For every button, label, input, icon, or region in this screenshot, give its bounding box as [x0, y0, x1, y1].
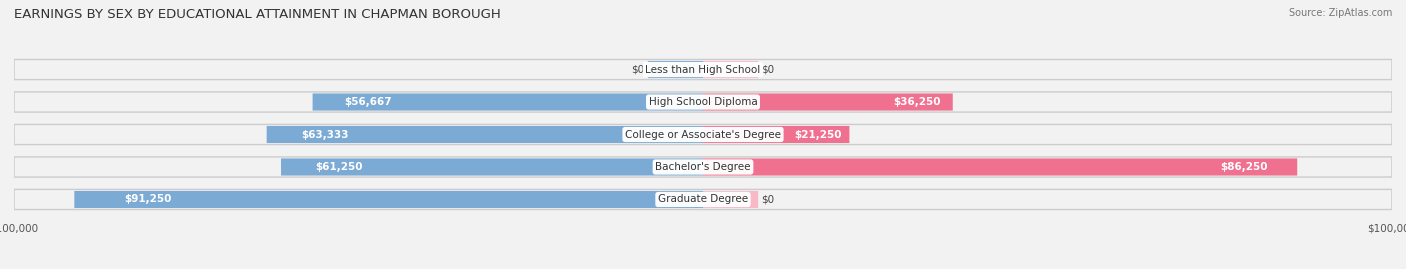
FancyBboxPatch shape [14, 157, 1392, 177]
Text: High School Diploma: High School Diploma [648, 97, 758, 107]
Text: College or Associate's Degree: College or Associate's Degree [626, 129, 780, 140]
Text: $86,250: $86,250 [1220, 162, 1267, 172]
Text: $0: $0 [762, 65, 775, 75]
Text: Bachelor's Degree: Bachelor's Degree [655, 162, 751, 172]
Text: $36,250: $36,250 [893, 97, 941, 107]
Text: $56,667: $56,667 [344, 97, 391, 107]
Text: $0: $0 [762, 194, 775, 204]
Text: EARNINGS BY SEX BY EDUCATIONAL ATTAINMENT IN CHAPMAN BOROUGH: EARNINGS BY SEX BY EDUCATIONAL ATTAINMEN… [14, 8, 501, 21]
Text: $0: $0 [631, 65, 644, 75]
Text: $21,250: $21,250 [794, 129, 842, 140]
FancyBboxPatch shape [703, 191, 758, 208]
FancyBboxPatch shape [312, 93, 703, 111]
FancyBboxPatch shape [648, 61, 703, 78]
FancyBboxPatch shape [75, 191, 703, 208]
FancyBboxPatch shape [14, 125, 1392, 144]
Text: Source: ZipAtlas.com: Source: ZipAtlas.com [1288, 8, 1392, 18]
Text: $63,333: $63,333 [301, 129, 349, 140]
Text: Graduate Degree: Graduate Degree [658, 194, 748, 204]
FancyBboxPatch shape [703, 158, 1298, 176]
FancyBboxPatch shape [703, 93, 953, 111]
Text: Less than High School: Less than High School [645, 65, 761, 75]
FancyBboxPatch shape [703, 61, 758, 78]
FancyBboxPatch shape [281, 158, 703, 176]
FancyBboxPatch shape [14, 92, 1392, 112]
Text: $91,250: $91,250 [125, 194, 172, 204]
Text: $61,250: $61,250 [315, 162, 363, 172]
FancyBboxPatch shape [703, 126, 849, 143]
FancyBboxPatch shape [267, 126, 703, 143]
FancyBboxPatch shape [14, 59, 1392, 80]
FancyBboxPatch shape [14, 189, 1392, 210]
